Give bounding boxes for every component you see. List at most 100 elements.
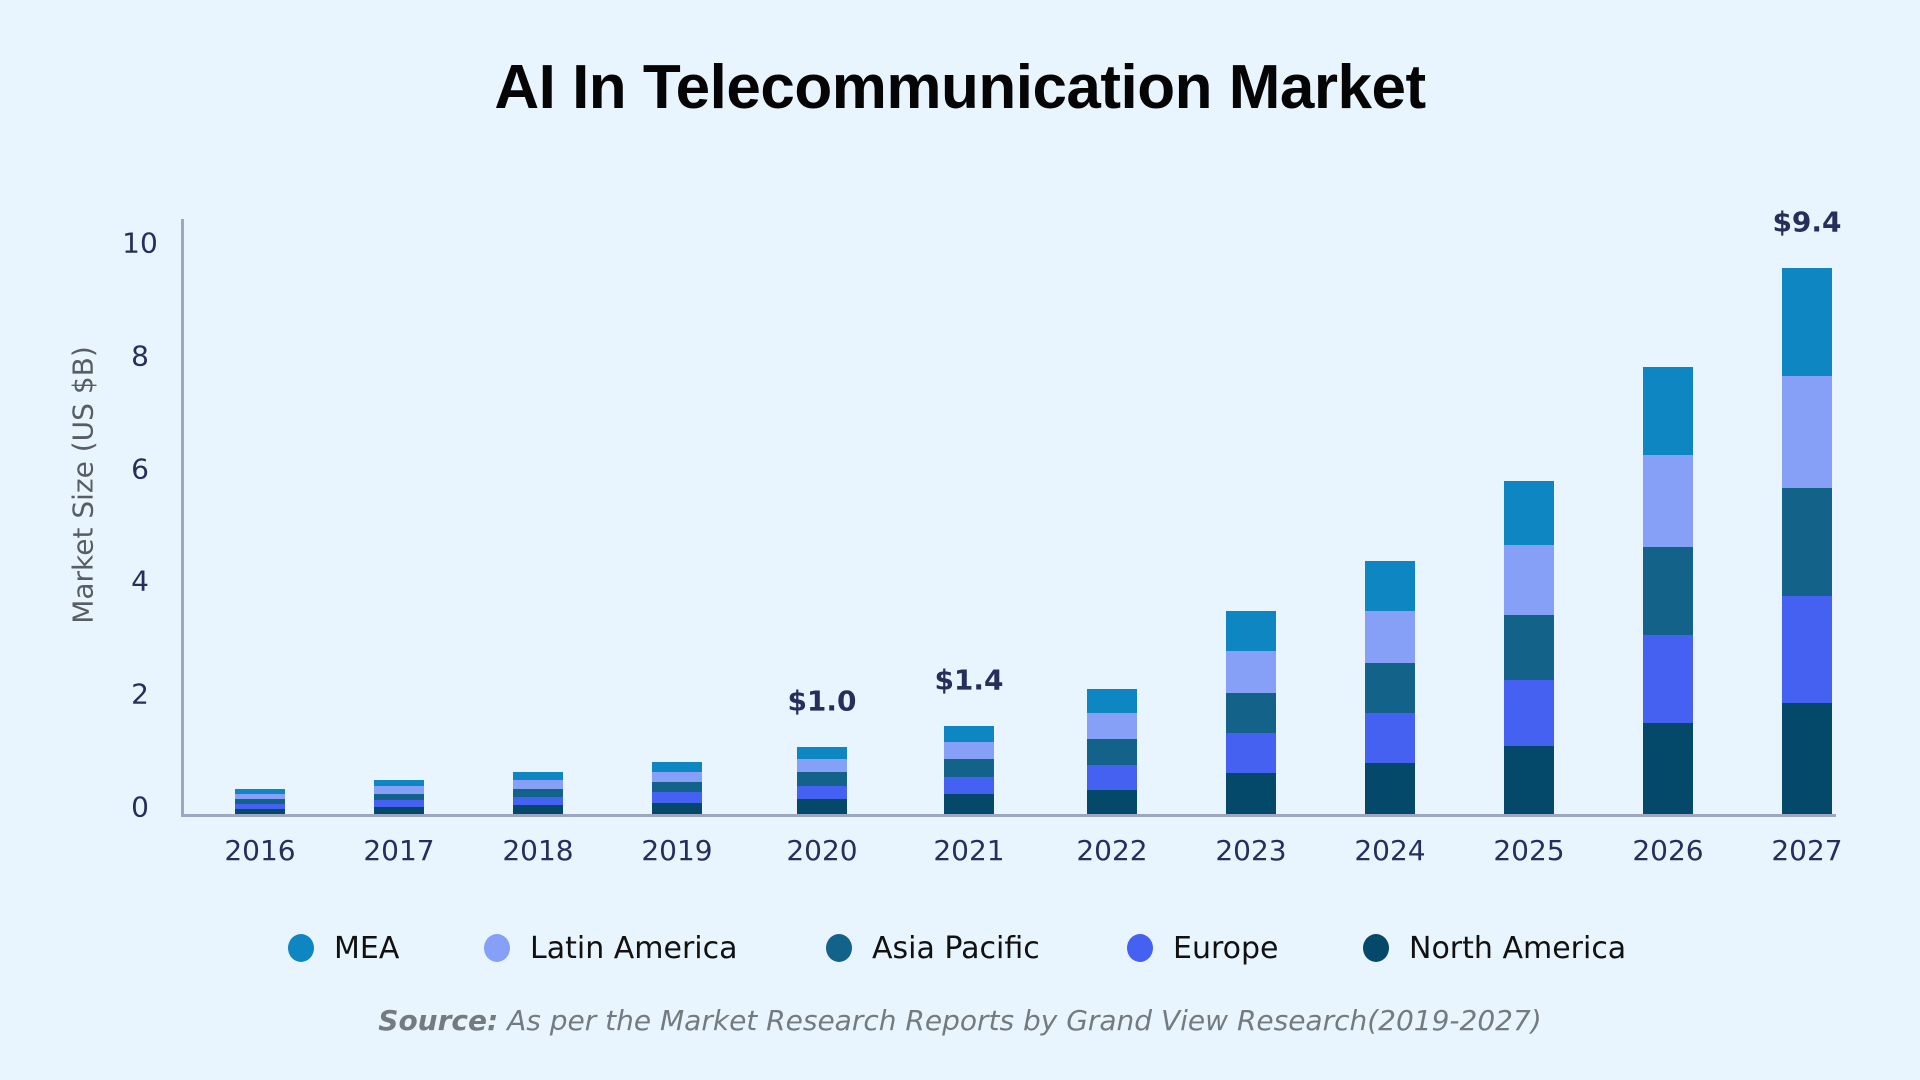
bar-segment-europe [1643,635,1693,724]
legend-item-mea: MEA [288,928,399,968]
bar-segment-asia-pacific [797,772,847,786]
bar-segment-latin-america [1226,651,1276,694]
y-tick-label: 8 [131,339,149,373]
x-tick-label: 2016 [224,834,296,867]
y-tick-label: 0 [131,790,149,824]
bar-segment-asia-pacific [374,793,424,801]
bar-segment-mea [1226,611,1276,652]
x-tick-label: 2019 [641,834,713,867]
bar-segment-north-america [513,805,563,815]
bar-segment-mea [652,762,702,772]
bar-segment-europe [1504,680,1554,747]
x-tick-label: 2018 [502,834,574,867]
bar-segment-latin-america [797,758,847,773]
bar-segment-europe [235,803,285,809]
bar-segment-asia-pacific [1782,488,1832,596]
y-tick-label: 10 [122,226,158,260]
legend-dot-icon [288,934,314,962]
bar-segment-latin-america [1365,610,1415,663]
bar-2021 [944,725,994,815]
bar-segment-mea [944,725,994,742]
y-tick-label: 2 [131,677,149,711]
bar-segment-mea [513,772,563,781]
bar-segment-europe [1782,595,1832,703]
chart-title: AI In Telecommunication Market [494,53,1426,122]
bar-segment-north-america [1504,746,1554,815]
bar-segment-north-america [652,803,702,815]
legend-dot-icon [484,934,510,962]
bar-segment-north-america [235,808,285,815]
bar-2027 [1782,268,1832,815]
bar-segment-asia-pacific [513,788,563,797]
legend-label: MEA [334,930,400,966]
x-tick-label: 2022 [1076,834,1148,867]
legend-item-europe: Europe [1127,928,1279,968]
bar-segment-mea [1643,367,1693,456]
bar-segment-north-america [944,794,994,815]
y-axis-line [181,219,184,817]
x-tick-label: 2024 [1354,834,1426,867]
source-text: As per the Market Research Reports by Gr… [498,1004,1542,1037]
x-tick-label: 2017 [363,834,435,867]
value-annotation: $1.0 [787,684,857,718]
x-tick-label: 2027 [1771,834,1843,867]
bar-segment-north-america [1365,763,1415,815]
bar-segment-europe [513,796,563,806]
legend-item-north-america: North America [1363,928,1626,968]
bar-segment-asia-pacific [944,759,994,777]
bar-segment-asia-pacific [1365,662,1415,713]
bar-segment-north-america [374,807,424,815]
bar-segment-asia-pacific [235,798,285,804]
bar-2019 [652,762,702,815]
legend-label: North America [1409,930,1627,966]
y-tick-label: 6 [131,452,149,486]
legend-label: Europe [1173,930,1279,966]
legend-dot-icon [1363,934,1389,962]
legend-item-latin-america: Latin America [484,928,738,968]
x-tick-label: 2025 [1493,834,1565,867]
legend-dot-icon [1127,934,1153,962]
legend: MEA Latin America Asia Pacific Europe No… [0,928,1920,968]
bar-2017 [374,780,424,815]
bar-segment-mea [1087,689,1137,714]
bar-segment-asia-pacific [652,781,702,793]
bar-segment-europe [1087,765,1137,791]
bar-segment-north-america [1643,723,1693,815]
bar-segment-mea [1504,480,1554,546]
bar-segment-asia-pacific [1643,547,1693,636]
x-axis-line [181,814,1836,817]
bar-2024 [1365,560,1415,815]
legend-item-asia-pacific: Asia Pacific [826,928,1040,968]
bar-segment-latin-america [1087,713,1137,740]
legend-dot-icon [826,934,852,962]
bar-segment-north-america [1226,773,1276,815]
bar-2022 [1087,689,1137,815]
bar-segment-mea [374,780,424,787]
bar-2016 [235,789,285,815]
bar-segment-europe [797,785,847,800]
bar-segment-europe [1226,733,1276,774]
bar-segment-europe [1365,712,1415,764]
source-prefix: Source: [378,1004,499,1037]
legend-label: Asia Pacific [872,930,1040,966]
bar-segment-europe [944,776,994,795]
bar-segment-north-america [797,799,847,815]
y-axis-title: Market Size (US $B) [66,346,100,624]
bar-segment-latin-america [235,793,285,799]
x-tick-label: 2026 [1632,834,1704,867]
bar-segment-asia-pacific [1504,615,1554,681]
bar-2020 [797,746,847,815]
bar-2026 [1643,367,1693,815]
bar-segment-mea [797,746,847,759]
bar-segment-latin-america [1782,376,1832,489]
x-tick-label: 2021 [933,834,1005,867]
bar-2023 [1226,611,1276,815]
bar-2025 [1504,480,1554,815]
bar-segment-latin-america [513,780,563,789]
bar-segment-asia-pacific [1226,693,1276,734]
bar-segment-mea [1782,268,1832,377]
bar-segment-north-america [1782,702,1832,815]
bar-segment-latin-america [1643,455,1693,548]
bar-segment-latin-america [1504,545,1554,616]
